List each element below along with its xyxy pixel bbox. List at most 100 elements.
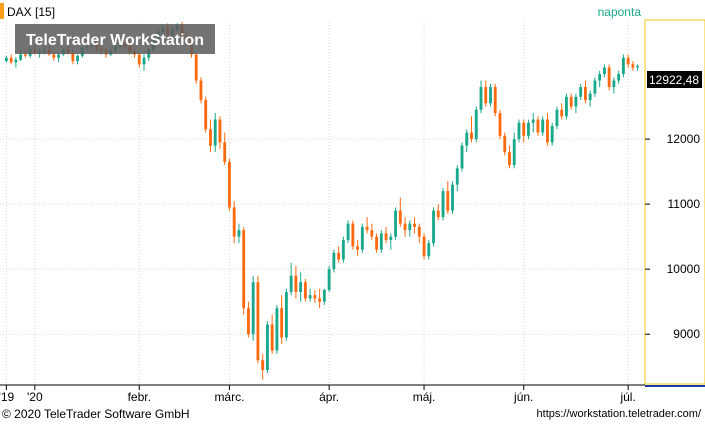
candle-body bbox=[313, 295, 317, 299]
candle bbox=[213, 113, 217, 153]
candle bbox=[237, 223, 241, 244]
candle-body bbox=[621, 57, 625, 75]
candle bbox=[14, 57, 18, 68]
candle bbox=[470, 116, 473, 143]
candle-body bbox=[251, 282, 255, 335]
candle-body bbox=[265, 324, 269, 370]
candle-body bbox=[527, 122, 530, 136]
candle bbox=[489, 83, 492, 107]
candle bbox=[294, 265, 298, 299]
y-tick-label: 12000 bbox=[667, 132, 701, 146]
candle-body bbox=[209, 129, 212, 146]
candle bbox=[493, 83, 497, 117]
candle bbox=[384, 226, 388, 244]
candle bbox=[612, 77, 616, 94]
candle-body bbox=[375, 236, 379, 250]
candle bbox=[194, 53, 198, 84]
x-tick-label: '20 bbox=[27, 390, 43, 404]
candle-body bbox=[394, 210, 397, 237]
last-price-label: 12922,48 bbox=[649, 73, 699, 87]
candle bbox=[299, 272, 303, 302]
candle bbox=[247, 301, 250, 338]
candle-body bbox=[4, 57, 8, 62]
candle-body bbox=[351, 223, 355, 247]
x-tick-label: jún. bbox=[513, 390, 533, 404]
candle-body bbox=[389, 236, 393, 240]
candle bbox=[451, 181, 454, 214]
candle bbox=[550, 122, 554, 146]
candle-body bbox=[294, 275, 298, 292]
source-url[interactable]: https://workstation.teletrader.com/ bbox=[536, 408, 701, 420]
candle-body bbox=[446, 191, 450, 211]
candle bbox=[137, 53, 141, 68]
candle-body bbox=[299, 282, 303, 292]
candle bbox=[560, 103, 564, 120]
candle bbox=[284, 288, 288, 341]
candle-body bbox=[550, 126, 554, 143]
candle bbox=[621, 54, 625, 78]
candle-body bbox=[346, 223, 350, 240]
candle bbox=[479, 80, 483, 114]
candle-body bbox=[555, 109, 559, 127]
last-price-box bbox=[647, 71, 702, 88]
candle bbox=[522, 119, 526, 143]
candle-body bbox=[427, 243, 431, 257]
candle-body bbox=[626, 57, 630, 65]
candle bbox=[394, 207, 397, 240]
timeframe-label[interactable]: naponta bbox=[598, 5, 642, 19]
candle-body bbox=[142, 57, 146, 65]
candle bbox=[76, 54, 79, 65]
candle bbox=[498, 109, 502, 140]
y-axis-labels: 9000 10000 11000 12000 bbox=[645, 132, 700, 341]
candle-body bbox=[441, 191, 445, 218]
candle bbox=[389, 233, 393, 250]
symbol-label[interactable]: DAX [15] bbox=[7, 5, 55, 19]
candle bbox=[631, 61, 635, 71]
candle bbox=[346, 220, 350, 244]
candle-body bbox=[275, 308, 279, 351]
candle bbox=[261, 353, 265, 380]
candle-body bbox=[398, 210, 402, 224]
candle-body bbox=[76, 55, 79, 62]
candle bbox=[327, 265, 331, 292]
grid bbox=[0, 22, 645, 385]
candle-body bbox=[213, 119, 217, 146]
candle bbox=[308, 288, 312, 302]
candle bbox=[370, 223, 374, 240]
candle-body bbox=[308, 295, 312, 299]
candle bbox=[569, 93, 573, 110]
candle bbox=[209, 119, 212, 153]
candle-body bbox=[52, 54, 56, 58]
candle-body bbox=[474, 109, 478, 140]
candle bbox=[375, 233, 379, 253]
candle bbox=[204, 96, 208, 133]
candle-body bbox=[417, 226, 421, 237]
last-price-marker: 12922,48 bbox=[647, 71, 702, 88]
candle bbox=[318, 288, 322, 309]
candle-body bbox=[593, 80, 597, 94]
candle bbox=[536, 116, 540, 136]
candle-body bbox=[137, 54, 141, 65]
candle bbox=[356, 239, 360, 257]
candle-body bbox=[560, 109, 564, 117]
x-tick-label: márc. bbox=[214, 390, 244, 404]
candle-body bbox=[379, 233, 383, 250]
candle bbox=[465, 129, 469, 153]
candle bbox=[436, 204, 440, 221]
candle-body bbox=[612, 80, 616, 88]
candle-body bbox=[199, 80, 203, 101]
candle bbox=[565, 93, 568, 120]
symbol-marker bbox=[0, 3, 4, 19]
candle bbox=[218, 116, 222, 149]
candle bbox=[360, 223, 364, 253]
x-tick-label: máj. bbox=[413, 390, 436, 404]
candle bbox=[57, 53, 61, 63]
candle-body bbox=[546, 119, 549, 143]
x-tick-label: ápr. bbox=[319, 390, 339, 404]
candle-body bbox=[280, 308, 284, 338]
candle bbox=[228, 158, 231, 211]
candle bbox=[602, 64, 606, 78]
candle bbox=[417, 223, 421, 244]
candle bbox=[636, 64, 640, 71]
